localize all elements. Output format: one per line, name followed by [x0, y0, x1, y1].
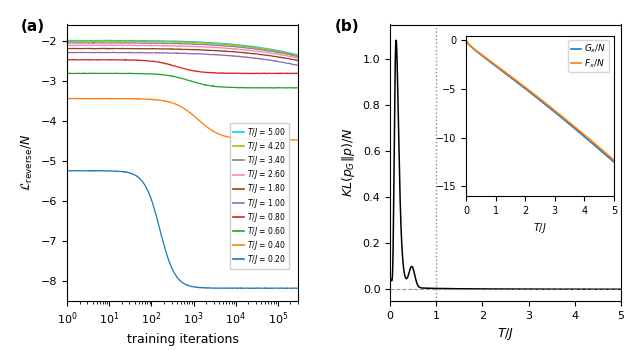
Y-axis label: $\mathcal{L}_{\mathrm{reverse}}/N$: $\mathcal{L}_{\mathrm{reverse}}/N$: [20, 134, 35, 191]
Legend: $T/J$ = 5.00, $T/J$ = 4.20, $T/J$ = 3.40, $T/J$ = 2.60, $T/J$ = 1.80, $T/J$ = 1.: $T/J$ = 5.00, $T/J$ = 4.20, $T/J$ = 3.40…: [230, 123, 289, 269]
X-axis label: $T/J$: $T/J$: [497, 326, 514, 342]
Text: (a): (a): [21, 19, 45, 34]
Y-axis label: $KL(p_G\|p)/N$: $KL(p_G\|p)/N$: [340, 128, 357, 197]
X-axis label: training iterations: training iterations: [127, 333, 239, 346]
Text: (b): (b): [335, 19, 360, 34]
